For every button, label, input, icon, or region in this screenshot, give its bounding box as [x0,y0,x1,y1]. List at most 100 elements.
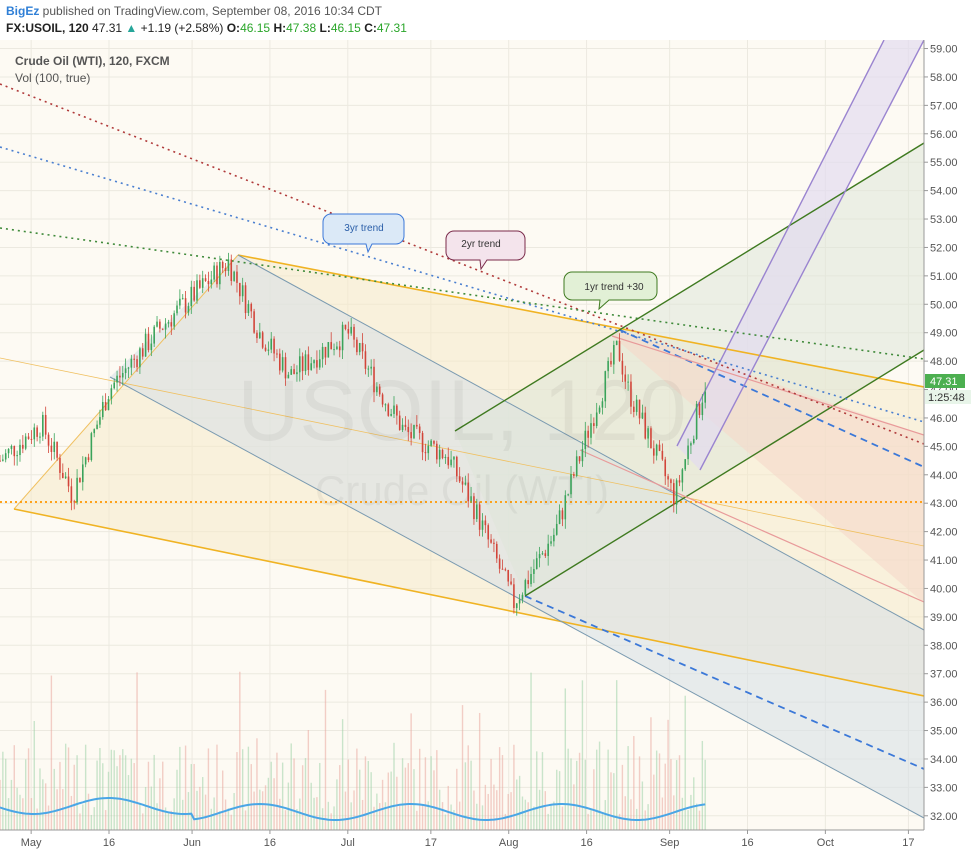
candle-body [456,456,458,477]
volume-bar [424,757,427,830]
volume-bar [527,802,529,830]
candle-body [384,404,387,406]
volume-bar [47,805,50,830]
volume-bar [39,768,41,830]
candle-body [704,391,706,403]
volume-bar [87,793,90,830]
candle-body [364,351,367,369]
volume-bar [610,772,612,830]
candle-body [33,427,36,440]
volume-bar [678,755,681,830]
candle-body [627,381,629,383]
volume-bar [618,813,621,830]
candle-body [36,427,38,437]
volume-bar [633,736,635,830]
volume-bar [598,741,601,830]
x-tick-label: 17 [425,837,437,849]
candle-body [173,313,175,327]
candle-body [407,426,410,433]
candle-body [141,348,144,357]
volume-bar [296,808,298,830]
candle-body [310,363,313,370]
y-tick-label: 45.00 [930,441,958,453]
volume-bar [544,791,547,830]
candle-body [621,360,624,375]
price-axis[interactable]: 32.00 33.00 34.00 35.00 36.00 37.00 38.00 39.00… [924,44,958,823]
volume-bar [241,749,244,830]
volume-bar [36,808,38,830]
volume-bar [27,748,30,830]
candle-body [378,386,381,395]
candle-body [293,369,295,375]
volume-bar [142,813,144,830]
candle-body [518,599,521,604]
volume-bar [327,801,330,830]
volume-bar [413,769,415,830]
volume-bar [418,748,421,830]
volume-bar [496,790,498,830]
volume-bar [533,806,535,830]
candle-body [224,268,227,272]
chart-svg[interactable]: USOIL, 120 Crude Oil (WTI) 3yr trend 2yr… [0,40,971,857]
author-link[interactable]: BigEz [6,4,40,18]
volume-bar [353,790,355,830]
volume-bar [567,748,569,830]
candle-body [81,464,84,483]
volume-bar [456,768,458,830]
chart-area[interactable]: USOIL, 120 Crude Oil (WTI) 3yr trend 2yr… [0,40,971,857]
volume-bar [196,790,198,830]
candle-body [227,259,230,272]
volume-bar [687,810,689,830]
volume-bar [518,775,521,830]
candle-body [661,450,664,460]
candle-body [527,580,529,585]
candle-body [564,495,567,520]
volume-bar [190,764,192,830]
volume-bar [524,799,527,830]
legend-title[interactable]: Crude Oil (WTI), 120, FXCM [15,54,170,68]
volume-bar [399,806,401,830]
volume-bar [110,749,113,830]
volume-bar [698,810,701,830]
annotation-1yr[interactable]: 1yr trend +30 [563,271,658,311]
annotation-2yr[interactable]: 2yr trend [445,230,526,271]
volume-bar [59,761,61,830]
volume-bar [461,705,464,830]
symbol-label[interactable]: FX:USOIL, 120 [6,21,89,35]
candle-body [615,340,618,345]
candle-body [161,328,164,330]
candle-body [433,440,435,444]
candle-body [481,520,484,530]
volume-bar [430,756,432,830]
volume-bar [164,807,167,830]
time-axis[interactable]: May 16 Jun 16 Jul 17 Aug 16 Sep 16 Oct 17 [21,830,915,849]
volume-bar [244,810,247,830]
volume-bar [379,803,381,830]
volume-bar [96,760,98,830]
candle-body [670,479,672,484]
pink-fork-fill [612,330,924,603]
volume-bar [139,802,141,830]
time-axis-bg [0,830,971,857]
volume-bar [270,761,272,830]
candle-body [524,580,527,595]
y-tick-label: 46.00 [930,413,958,425]
candle-body [441,449,444,459]
annotation-3yr[interactable]: 3yr trend [322,213,405,254]
volume-bar [273,778,275,830]
candle-body [484,520,487,526]
candle-body [613,344,615,365]
candle-body [447,456,450,466]
volume-bar [33,720,35,830]
candle-body [607,360,609,372]
orange-fork-median [0,357,924,547]
y-tick-label: 58.00 [930,72,958,84]
candle-body [267,349,270,351]
orange-fork-lower [13,508,924,697]
volume-bar [387,772,389,830]
volume-bar [170,810,173,830]
y-tick-label: 52.00 [930,242,958,254]
last-price-tag-bg [925,374,965,388]
legend-indicator[interactable]: Vol (100, true) [15,71,90,85]
candle-body [87,457,90,461]
